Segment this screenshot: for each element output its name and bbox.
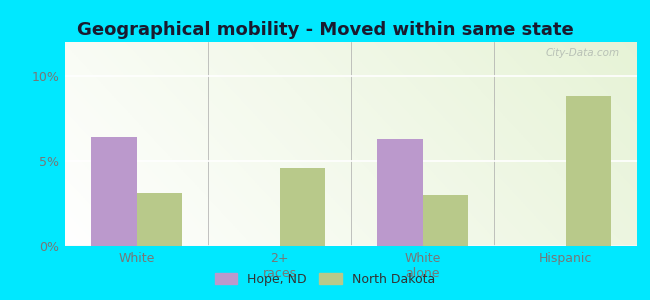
Bar bbox=[136, 193, 182, 246]
Legend: Hope, ND, North Dakota: Hope, ND, North Dakota bbox=[210, 268, 440, 291]
Bar bbox=[91, 137, 136, 246]
Bar bbox=[280, 168, 325, 246]
Bar bbox=[377, 139, 423, 246]
Text: City-Data.com: City-Data.com bbox=[546, 48, 620, 58]
Bar bbox=[566, 96, 611, 246]
Text: Geographical mobility - Moved within same state: Geographical mobility - Moved within sam… bbox=[77, 21, 573, 39]
Bar bbox=[422, 195, 468, 246]
